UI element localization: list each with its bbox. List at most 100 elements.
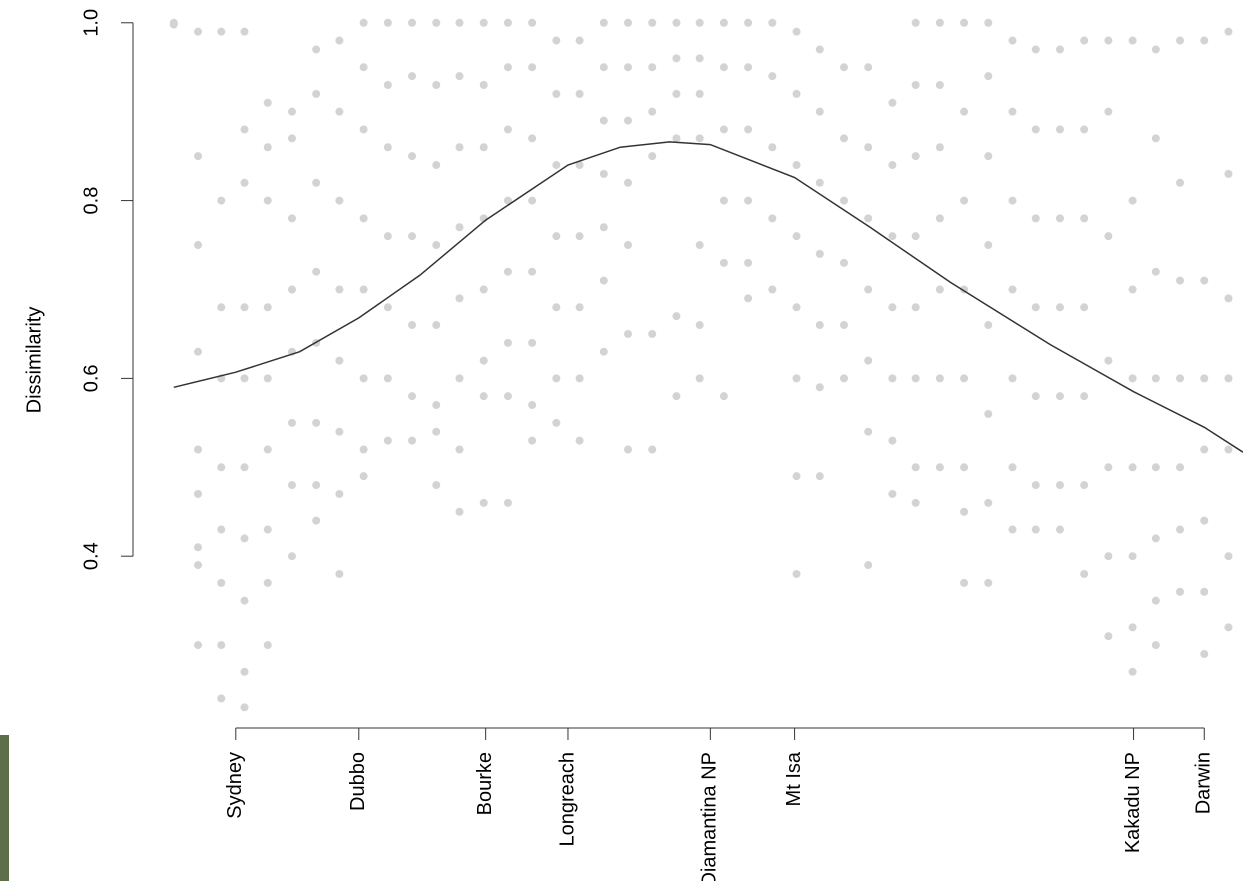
point	[792, 472, 801, 481]
x-tick-label: Bourke	[474, 752, 496, 815]
point	[263, 445, 272, 454]
point	[432, 18, 441, 27]
y-tick-label: 0.4	[80, 542, 102, 570]
point	[287, 418, 296, 427]
point	[624, 329, 633, 338]
point	[888, 489, 897, 498]
point	[455, 445, 464, 454]
point	[408, 436, 417, 445]
point	[240, 463, 249, 472]
point	[888, 232, 897, 241]
point	[217, 525, 226, 534]
point	[479, 143, 488, 152]
point	[911, 498, 920, 507]
point	[815, 249, 824, 258]
point	[815, 321, 824, 330]
point	[359, 472, 368, 481]
point	[552, 89, 561, 98]
point	[455, 223, 464, 232]
x-tick-label: Mt Isa	[783, 751, 805, 806]
point	[1031, 125, 1040, 134]
point	[1104, 632, 1113, 641]
point	[911, 463, 920, 472]
point	[1055, 214, 1064, 223]
point	[408, 392, 417, 401]
point	[1224, 623, 1233, 632]
point	[1151, 374, 1160, 383]
point	[624, 445, 633, 454]
point	[1031, 481, 1040, 490]
x-tick-label: Diamantina NP	[699, 752, 721, 881]
point	[575, 374, 584, 383]
point	[1176, 276, 1185, 285]
point	[552, 36, 561, 45]
point	[359, 285, 368, 294]
point	[217, 463, 226, 472]
point	[648, 63, 657, 72]
point	[217, 196, 226, 205]
point	[719, 392, 728, 401]
point	[888, 436, 897, 445]
point	[217, 694, 226, 703]
point	[624, 18, 633, 27]
point	[1151, 596, 1160, 605]
point	[864, 214, 873, 223]
point	[1224, 374, 1233, 383]
point	[864, 285, 873, 294]
point	[648, 152, 657, 161]
point	[719, 125, 728, 134]
point	[335, 356, 344, 365]
point	[648, 18, 657, 27]
point	[240, 178, 249, 187]
point	[888, 98, 897, 107]
point	[194, 445, 203, 454]
point	[455, 374, 464, 383]
point	[960, 374, 969, 383]
point	[575, 232, 584, 241]
point	[335, 36, 344, 45]
point	[408, 321, 417, 330]
point	[719, 196, 728, 205]
point	[287, 481, 296, 490]
point	[335, 427, 344, 436]
point	[263, 525, 272, 534]
point	[911, 232, 920, 241]
point	[575, 303, 584, 312]
point	[552, 303, 561, 312]
point	[911, 18, 920, 27]
point	[815, 178, 824, 187]
point	[552, 161, 561, 170]
point	[432, 401, 441, 410]
point	[335, 489, 344, 498]
point	[383, 436, 392, 445]
point	[1128, 463, 1137, 472]
point	[960, 578, 969, 587]
point	[1008, 36, 1017, 45]
point	[1224, 169, 1233, 178]
point	[552, 232, 561, 241]
point	[792, 27, 801, 36]
point	[719, 18, 728, 27]
point	[432, 427, 441, 436]
point	[287, 214, 296, 223]
x-tick-label: Longreach	[556, 752, 578, 847]
point	[194, 347, 203, 356]
point	[695, 134, 704, 143]
point	[1128, 36, 1137, 45]
point	[528, 401, 537, 410]
point	[575, 36, 584, 45]
point	[1200, 587, 1209, 596]
point	[528, 338, 537, 347]
point	[1031, 214, 1040, 223]
point	[263, 641, 272, 650]
point	[528, 267, 537, 276]
point	[1104, 552, 1113, 561]
point	[263, 303, 272, 312]
point	[287, 552, 296, 561]
point	[984, 241, 993, 250]
point	[960, 463, 969, 472]
point	[432, 481, 441, 490]
point	[599, 63, 608, 72]
point	[935, 143, 944, 152]
